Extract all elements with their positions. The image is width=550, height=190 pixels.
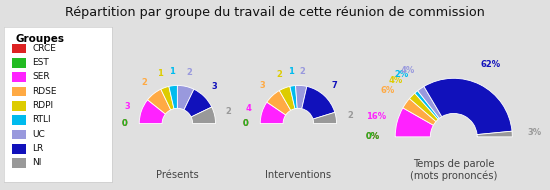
Wedge shape — [313, 112, 337, 124]
Text: RDPI: RDPI — [32, 101, 53, 110]
Text: 2: 2 — [299, 67, 305, 76]
Text: RTLI: RTLI — [32, 115, 51, 124]
Wedge shape — [169, 86, 177, 109]
Text: 3: 3 — [212, 82, 217, 91]
Wedge shape — [395, 108, 433, 137]
Text: 3%: 3% — [527, 128, 542, 137]
Wedge shape — [290, 86, 297, 109]
Text: 62%: 62% — [480, 60, 500, 69]
Text: 2: 2 — [141, 78, 147, 87]
FancyBboxPatch shape — [12, 115, 26, 125]
Text: 7: 7 — [331, 81, 337, 89]
Text: 2: 2 — [186, 68, 192, 77]
Text: 2: 2 — [276, 70, 282, 79]
Text: 0: 0 — [122, 119, 128, 128]
Text: CRCE: CRCE — [32, 44, 56, 53]
Text: 4: 4 — [245, 104, 251, 113]
Wedge shape — [302, 86, 335, 119]
Text: 2: 2 — [226, 107, 232, 116]
Text: 1: 1 — [168, 67, 174, 76]
Text: 3: 3 — [125, 102, 130, 111]
Wedge shape — [191, 107, 216, 124]
Text: 0%: 0% — [366, 132, 380, 141]
Wedge shape — [409, 93, 438, 122]
Wedge shape — [477, 131, 512, 137]
Text: 1: 1 — [157, 69, 163, 78]
Wedge shape — [279, 86, 295, 110]
Text: Interventions: Interventions — [265, 169, 332, 180]
Text: 1: 1 — [288, 67, 294, 76]
Wedge shape — [295, 86, 307, 109]
Text: 16%: 16% — [366, 112, 386, 121]
Text: 3: 3 — [260, 81, 266, 89]
FancyBboxPatch shape — [12, 72, 26, 82]
Wedge shape — [184, 89, 212, 117]
Text: NI: NI — [32, 158, 42, 167]
Text: 4%: 4% — [389, 76, 403, 85]
Text: Temps de parole
(mots prononcés): Temps de parole (mots prononcés) — [410, 159, 497, 181]
FancyBboxPatch shape — [12, 44, 26, 53]
Wedge shape — [147, 89, 170, 114]
Wedge shape — [415, 91, 439, 119]
Text: Présents: Présents — [156, 169, 199, 180]
Text: Groupes: Groupes — [15, 34, 64, 44]
FancyBboxPatch shape — [12, 130, 26, 139]
Text: Répartition par groupe du travail de cette réunion de commission: Répartition par groupe du travail de cet… — [65, 6, 485, 19]
Text: 0: 0 — [122, 119, 128, 128]
Text: 2: 2 — [348, 111, 353, 120]
FancyBboxPatch shape — [12, 87, 26, 96]
Text: 6%: 6% — [381, 86, 395, 95]
Wedge shape — [417, 86, 442, 118]
Text: 0%: 0% — [366, 132, 380, 141]
Text: 2%: 2% — [395, 70, 409, 79]
FancyBboxPatch shape — [12, 144, 26, 154]
Wedge shape — [139, 100, 166, 124]
FancyBboxPatch shape — [12, 101, 26, 111]
Text: 0: 0 — [243, 119, 249, 128]
Text: UC: UC — [32, 130, 45, 139]
Text: 4%: 4% — [401, 66, 415, 75]
Wedge shape — [177, 86, 194, 110]
Wedge shape — [260, 102, 286, 124]
Wedge shape — [161, 86, 174, 110]
FancyBboxPatch shape — [12, 158, 26, 168]
Text: RDSE: RDSE — [32, 87, 57, 96]
Text: SER: SER — [32, 72, 50, 82]
Text: 0: 0 — [243, 119, 249, 128]
Text: LR: LR — [32, 144, 43, 153]
Wedge shape — [267, 91, 291, 115]
Wedge shape — [403, 99, 436, 125]
Wedge shape — [424, 78, 512, 135]
FancyBboxPatch shape — [12, 58, 26, 68]
Text: EST: EST — [32, 58, 49, 67]
